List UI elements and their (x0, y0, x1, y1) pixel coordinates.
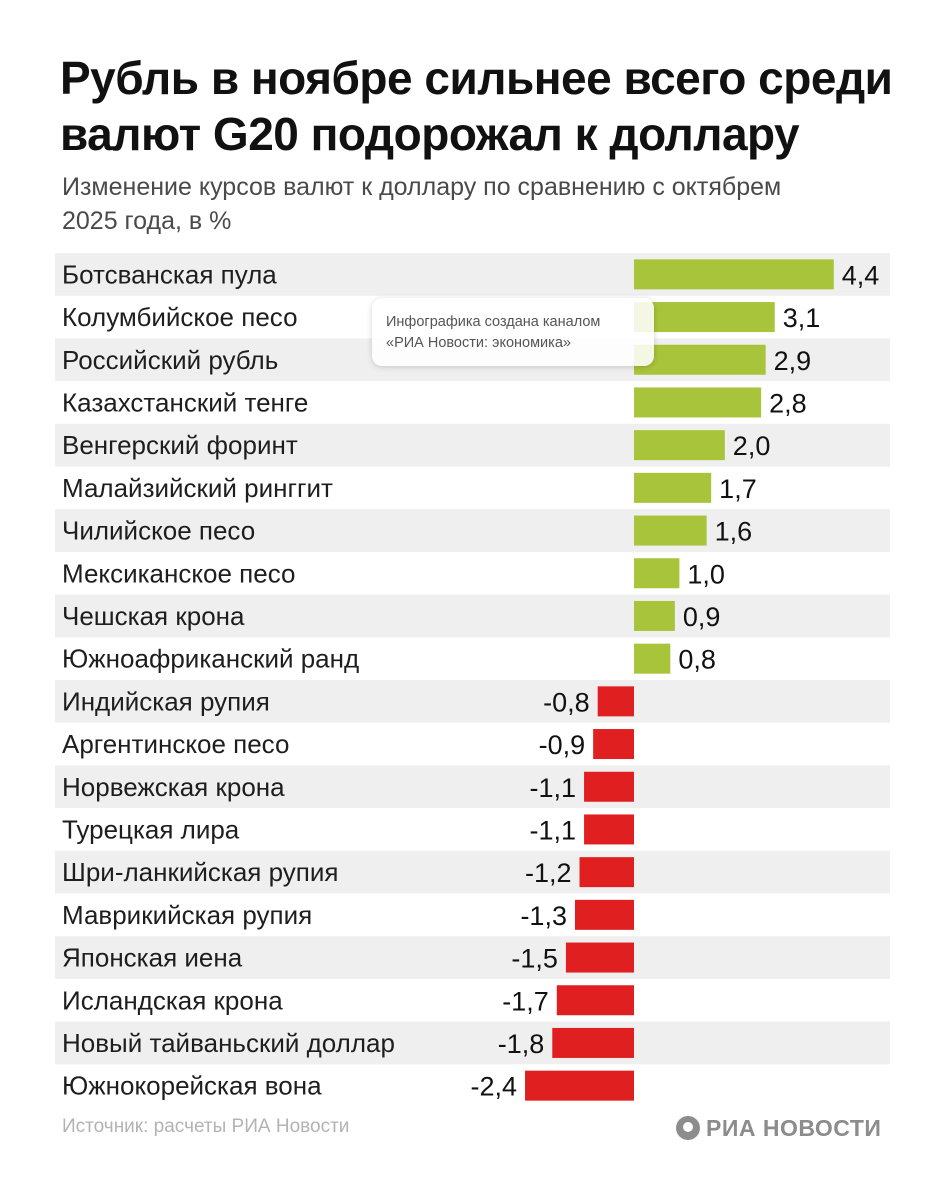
chart-subtitle: Изменение курсов валют к доллару по срав… (62, 173, 782, 235)
value-label: 2,8 (769, 388, 807, 418)
value-label: 1,7 (719, 474, 757, 504)
category-label: Венгерский форинт (62, 430, 298, 460)
value-label: 4,4 (842, 260, 880, 290)
category-label: Шри-ланкийская рупия (62, 857, 338, 887)
source-note: Источник: расчеты РИА Новости (62, 1116, 350, 1137)
value-label: -1,8 (498, 1029, 545, 1059)
value-label: 2,9 (774, 346, 812, 376)
value-label: 1,0 (687, 559, 725, 589)
category-label: Аргентинское песо (62, 729, 289, 759)
category-label: Чешская крона (62, 601, 245, 631)
category-label: Чилийское песо (62, 516, 255, 546)
bar (525, 1070, 634, 1101)
row-stripe (55, 936, 890, 979)
category-label: Южноафриканский ранд (62, 644, 359, 674)
category-label: Исландская крона (62, 985, 283, 1015)
value-label: -0,8 (543, 687, 590, 717)
category-label: Мексиканское песо (62, 558, 295, 588)
bar (634, 600, 675, 631)
category-label: Южнокорейская вона (62, 1071, 322, 1101)
value-label: -1,2 (525, 858, 572, 888)
category-label: Маврикийская рупия (62, 900, 312, 930)
category-label: Колумбийское песо (62, 302, 298, 332)
row-stripe (55, 423, 890, 467)
bar (634, 472, 712, 503)
value-label: -1,7 (502, 986, 549, 1016)
bar (634, 259, 834, 290)
bar (579, 857, 634, 888)
watermark-note: Инфографика создана каналом «РИА Новости… (372, 298, 654, 366)
row-stripe (55, 594, 890, 638)
bar (574, 899, 634, 930)
ria-logo-text: РИА НОВОСТИ (706, 1114, 882, 1141)
value-label: 2,0 (733, 431, 771, 461)
ria-logo: РИА НОВОСТИ (676, 1112, 881, 1144)
bar (584, 814, 634, 845)
watermark-line-2: «РИА Новости: экономика» (386, 335, 571, 351)
category-label: Японская иена (62, 943, 243, 973)
category-label: Новый тайваньский доллар (62, 1028, 395, 1058)
bar (634, 515, 707, 546)
value-label: 0,8 (678, 645, 716, 675)
value-label: -2,4 (471, 1072, 518, 1102)
bar (597, 686, 634, 717)
bar (634, 344, 766, 375)
row-stripe (55, 680, 890, 723)
bar (552, 1027, 634, 1058)
row-stripe (55, 509, 890, 552)
bar (584, 771, 634, 802)
value-label: -1,1 (530, 815, 577, 845)
bar (634, 643, 671, 674)
row-stripe (55, 1021, 890, 1065)
row-stripe (55, 850, 890, 894)
bar (634, 387, 762, 418)
chart-title: Рубль в ноябре сильнее всего среди валют… (60, 52, 893, 160)
bar (593, 729, 634, 760)
bar (565, 942, 634, 973)
value-label: 1,6 (715, 517, 753, 547)
value-label: -1,3 (520, 901, 567, 931)
value-label: 3,1 (783, 303, 821, 333)
bar (634, 430, 725, 461)
category-label: Турецкая лира (62, 814, 240, 844)
category-label: Российский рубль (62, 345, 278, 375)
row-stripe (55, 765, 890, 809)
watermark-line-1: Инфографика создана каналом (386, 314, 601, 330)
bar (634, 558, 680, 589)
value-label: 0,9 (683, 602, 721, 632)
category-label: Казахстанский тенге (62, 387, 308, 417)
category-label: Норвежская крона (62, 772, 285, 802)
value-label: -1,1 (530, 773, 577, 803)
value-label: -0,9 (539, 730, 586, 760)
category-label: Малайзийский ринггит (62, 473, 333, 503)
category-label: Ботсванская пула (62, 259, 277, 289)
bar (634, 302, 775, 333)
bar (556, 985, 634, 1016)
ria-logo-icon (676, 1116, 700, 1140)
category-label: Индийская рупия (62, 686, 270, 716)
value-label: -1,5 (511, 944, 558, 974)
